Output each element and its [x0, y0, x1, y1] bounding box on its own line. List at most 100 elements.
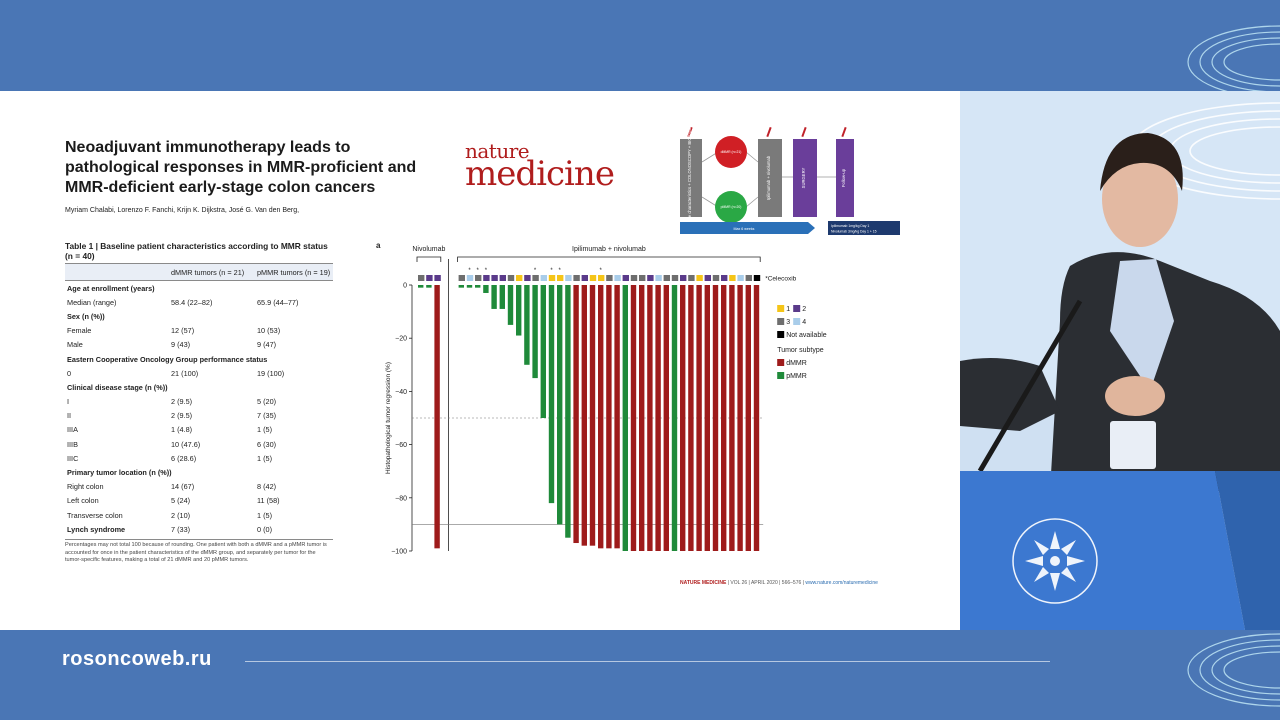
waterfall-bar	[540, 285, 546, 418]
stage-cell	[639, 275, 646, 281]
cell-label: Right colon	[67, 482, 104, 492]
waterfall-bar	[426, 285, 432, 288]
celecoxib-marker: *	[468, 268, 471, 274]
waterfall-bar	[434, 285, 440, 549]
waterfall-bar	[573, 285, 579, 544]
legend-stage-swatch	[777, 318, 785, 325]
schema-text-circle-1: pMMR (n=20)	[721, 205, 742, 209]
waterfall-bar	[745, 285, 751, 551]
celecoxib-label: *Celecoxib	[765, 276, 796, 283]
cell-label: IIIB	[67, 439, 78, 449]
table-section-row: Sex (n (%))	[65, 309, 333, 323]
stage-cell	[548, 275, 556, 281]
paper-authors: Myriam Chalabi, Lorenzo F. Fanchi, Krijn…	[65, 207, 300, 214]
table-row: Male 9 (43) 9 (47)	[65, 338, 333, 352]
top-right-arc-decoration	[1187, 25, 1280, 91]
legend-subtype-label: dMMR	[786, 360, 807, 367]
table-row: Right colon 14 (67) 8 (42)	[65, 480, 333, 494]
schema-text-box-1: Ipilimumab + nivolumab	[766, 155, 771, 200]
cell-label: Transverse colon	[67, 510, 123, 520]
table-row: I 2 (9.5) 5 (20)	[65, 395, 333, 409]
cell-pmmr: 8 (42)	[257, 482, 277, 492]
cell-label: Age at enrollment (years)	[67, 283, 155, 293]
y-axis-label: Histopathological tumor regression (%)	[385, 362, 392, 474]
legend-stage-swatch	[777, 305, 785, 312]
cell-label: 0	[67, 368, 72, 378]
legend-subtype-swatch	[777, 372, 785, 379]
cell-label: I	[67, 397, 70, 407]
table-row: IIIB 10 (47.6) 6 (30)	[65, 437, 333, 451]
waterfall-bar	[491, 285, 497, 309]
stage-cell	[524, 275, 531, 281]
journal-footer-name: NATURE MEDICINE	[680, 580, 727, 586]
y-tick-label: −40	[395, 389, 407, 396]
y-tick-label: −100	[391, 549, 407, 556]
stage-cell	[466, 275, 474, 281]
stage-cell	[565, 275, 572, 281]
waterfall-bar	[557, 285, 563, 525]
cell-dmmr: 7 (33)	[171, 524, 191, 534]
cell-dmmr: 2 (9.5)	[171, 411, 193, 421]
waterfall-bar	[680, 285, 686, 551]
bottom-right-arc-decoration	[1187, 633, 1280, 707]
legend-na-swatch	[777, 331, 785, 338]
celecoxib-marker: *	[600, 268, 603, 274]
stage-cell	[688, 275, 695, 281]
waterfall-bar	[753, 285, 760, 551]
table-row: II 2 (9.5) 7 (35)	[65, 409, 333, 423]
stage-cell	[630, 275, 638, 281]
panel-label: a	[376, 241, 381, 250]
waterfall-bar	[622, 285, 628, 551]
cell-dmmr: 14 (67)	[171, 482, 195, 492]
group-bracket	[416, 256, 442, 262]
cell-dmmr: 1 (4.8)	[171, 425, 193, 435]
table-section-row: Age at enrollment (years)	[65, 281, 333, 295]
group-bracket	[457, 256, 761, 262]
journal-footer: NATURE MEDICINE | VOL 26 | APRIL 2020 | …	[680, 580, 878, 586]
cell-dmmr: 2 (10)	[171, 510, 191, 520]
cell-label: IIIA	[67, 425, 78, 435]
legend-stage-swatch	[793, 318, 801, 325]
celecoxib-marker: *	[550, 268, 553, 274]
table-footnote: Percentages may not total 100 because of…	[65, 539, 333, 565]
cell-label: Sex (n (%))	[67, 311, 105, 321]
cell-label: Primary tumor location (n (%))	[67, 468, 172, 478]
stage-cell	[729, 275, 736, 281]
waterfall-bar	[532, 285, 538, 379]
nature-medicine-logo: nature medicine	[465, 141, 615, 191]
stage-cell	[507, 275, 515, 281]
header-label	[65, 268, 171, 278]
waterfall-bar	[507, 285, 514, 325]
legend-subtype-swatch	[777, 359, 785, 366]
schema-box-baseline	[680, 139, 702, 217]
celecoxib-marker: *	[534, 268, 537, 274]
celecoxib-marker: *	[485, 268, 488, 274]
schema-text-circle-0: dMMR (n=21)	[721, 150, 742, 154]
stage-cell	[680, 275, 687, 281]
table-row: IIIC 6 (28.6) 1 (5)	[65, 451, 333, 465]
cell-label: IIIC	[67, 453, 79, 463]
cell-dmmr: 12 (57)	[171, 326, 195, 336]
cell-dmmr: 6 (28.6)	[171, 453, 197, 463]
waterfall-bar	[696, 285, 702, 551]
stage-cell	[663, 275, 670, 281]
stage-cell	[606, 275, 613, 281]
waterfall-bar	[647, 285, 653, 551]
stage-cell	[458, 275, 465, 281]
site-url[interactable]: rosoncoweb.ru	[62, 648, 212, 670]
cell-pmmr: 10 (53)	[257, 326, 281, 336]
waterfall-bar	[614, 285, 620, 549]
legend-subtype-label: pMMR	[786, 373, 807, 380]
top-frame-bar	[0, 0, 1280, 91]
cell-pmmr: 1 (5)	[257, 425, 273, 435]
legend-stage-label: 1	[786, 306, 790, 313]
stage-cell	[426, 275, 433, 281]
group-label: Nivolumab	[412, 246, 445, 253]
stage-cell	[483, 275, 490, 281]
cell-pmmr: 65.9 (44–77)	[257, 297, 299, 307]
stage-cell	[671, 275, 679, 281]
baseline-characteristics-table: Table 1 | Baseline patient characteristi…	[65, 241, 333, 565]
waterfall-bar	[630, 285, 637, 551]
stage-cell	[573, 275, 580, 281]
header-dmmr: dMMR tumors (n = 21)	[171, 268, 245, 277]
